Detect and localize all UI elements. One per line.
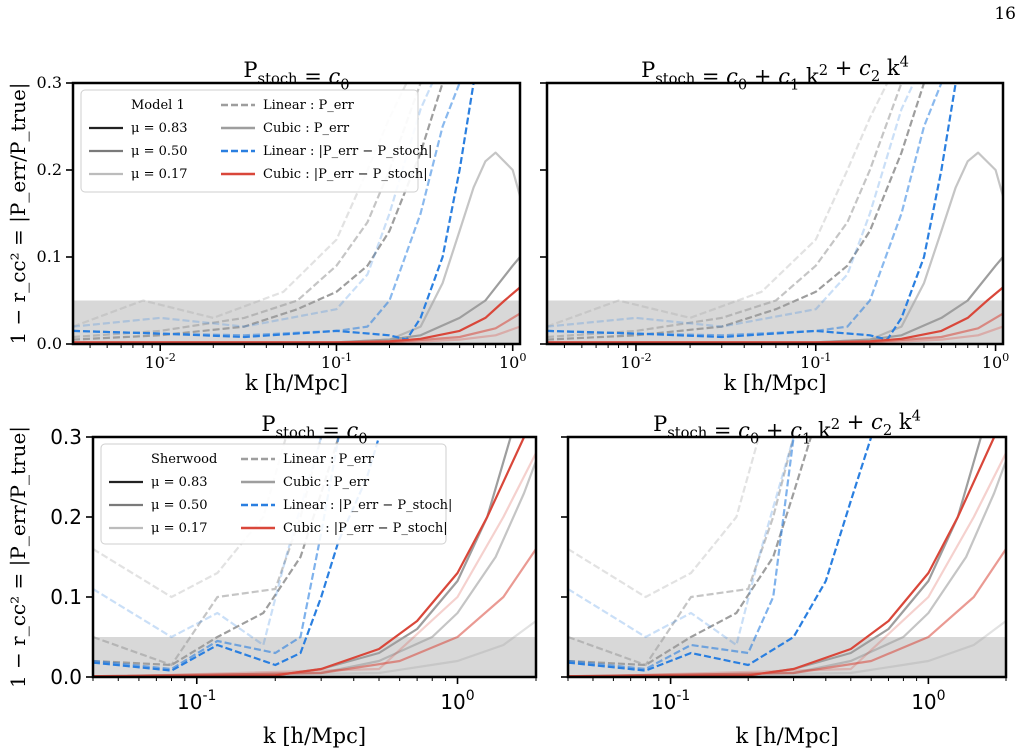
y-tick-label: 0.1 bbox=[37, 247, 62, 266]
y-tick-label: 0.2 bbox=[37, 160, 62, 179]
legend-mu-label: μ = 0.83 bbox=[131, 121, 188, 136]
series-line-3 bbox=[568, 437, 760, 599]
legend-style-label: Linear : |P_err − P_stoch| bbox=[263, 144, 432, 159]
series-line-8 bbox=[93, 437, 340, 671]
y-tick-label: 0.3 bbox=[37, 73, 62, 92]
y-tick-label: 0.0 bbox=[50, 665, 82, 689]
series-line-6 bbox=[73, 83, 475, 341]
legend-style-label: Linear : |P_err − P_stoch| bbox=[283, 498, 452, 513]
series-line-1 bbox=[547, 83, 926, 341]
chart-title: Pstoch = c0 + c1 k2 + c2 k4 bbox=[641, 54, 909, 94]
series-line-1 bbox=[73, 83, 444, 341]
y-tick-label: 0.3 bbox=[50, 425, 82, 449]
legend-mu-label: μ = 0.17 bbox=[131, 167, 188, 182]
series-line-10 bbox=[547, 312, 1003, 344]
legend-box bbox=[80, 89, 419, 193]
series-line-5 bbox=[547, 151, 1003, 344]
series-line-12 bbox=[93, 452, 536, 677]
legend-mu-label: μ = 0.83 bbox=[151, 475, 208, 490]
series-line-9 bbox=[568, 437, 795, 647]
x-tick-label: 100 bbox=[982, 351, 1009, 372]
series-line-8 bbox=[568, 437, 795, 671]
series-line-1 bbox=[568, 437, 812, 667]
chart-panel-1: 0.0 0.1 0.2 0.3 10-2 10-1 100 k [h/Mpc] Pstoch =… bbox=[6, 58, 526, 395]
chart-panel-4: 10-1 100 k [h/Mpc] Pstoch = c0 + c1 k2 + c2… bbox=[561, 408, 1008, 748]
plot-frame bbox=[91, 435, 538, 679]
legend-style-label: Cubic : |P_err − P_stoch| bbox=[263, 167, 428, 182]
series-line-10 bbox=[73, 312, 520, 344]
legend-style-label: Cubic : |P_err − P_stoch| bbox=[283, 521, 448, 536]
x-tick-label: 10-1 bbox=[321, 351, 352, 372]
series-line-5 bbox=[73, 151, 520, 344]
plot-frame bbox=[71, 81, 522, 346]
series-line-7 bbox=[73, 83, 461, 337]
y-tick-label: 0.1 bbox=[50, 585, 82, 609]
x-tick-label: 100 bbox=[911, 688, 945, 714]
series-line-3 bbox=[547, 83, 889, 328]
legend: Model 1 μ = 0.83 μ = 0.50 μ = 0.17 Linear : … bbox=[80, 89, 432, 193]
x-tick-label: 100 bbox=[440, 688, 474, 714]
series-line-1 bbox=[93, 437, 340, 667]
series-line-12 bbox=[568, 452, 1006, 677]
x-tick-label: 100 bbox=[499, 351, 526, 372]
legend-style-label: Cubic : P_err bbox=[263, 121, 350, 136]
legend-style-label: Linear : P_err bbox=[263, 98, 355, 113]
series-line-8 bbox=[73, 83, 434, 328]
series-line-7 bbox=[568, 437, 873, 672]
legend-title: Model 1 bbox=[131, 98, 185, 113]
x-tick-label: 10-2 bbox=[620, 351, 651, 372]
x-tick-label: 10-1 bbox=[651, 688, 690, 714]
y-tick-label: 0.2 bbox=[50, 505, 82, 529]
page-number: 16 bbox=[994, 4, 1016, 24]
x-axis-label: k [h/Mpc] bbox=[245, 371, 348, 395]
series-line-2 bbox=[568, 437, 795, 667]
legend-mu-label: μ = 0.50 bbox=[131, 144, 188, 159]
series-line-3 bbox=[73, 83, 408, 328]
legend-style-label: Cubic : P_err bbox=[283, 475, 370, 490]
x-axis-label: k [h/Mpc] bbox=[723, 371, 826, 395]
series-line-11 bbox=[568, 548, 1006, 677]
plot-frame bbox=[545, 81, 1005, 346]
series-line-11 bbox=[93, 548, 536, 677]
series-line-2 bbox=[547, 83, 903, 339]
y-axis-label: 1 − r_cc² = |P_err/P_true| bbox=[6, 82, 31, 344]
series-line-7 bbox=[547, 83, 943, 337]
y-tick-label: 0.0 bbox=[37, 334, 62, 353]
chart-title: Pstoch = c0 + c1 k2 + c2 k4 bbox=[653, 408, 921, 448]
x-tick-label: 10-1 bbox=[177, 688, 216, 714]
x-tick-label: 10-1 bbox=[800, 351, 831, 372]
legend-box bbox=[100, 443, 447, 545]
chart-panel-2: 10-2 10-1 100 k [h/Mpc] Pstoch = c0 + c1 k2 … bbox=[540, 54, 1009, 395]
legend-mu-label: μ = 0.17 bbox=[151, 521, 208, 536]
plot-frame bbox=[566, 435, 1008, 679]
x-tick-label: 10-2 bbox=[145, 351, 176, 372]
legend-mu-label: μ = 0.50 bbox=[151, 498, 208, 513]
y-axis-label: 1 − r_cc² = |P_err/P_true| bbox=[6, 426, 31, 688]
chart-title: Pstoch = c0 bbox=[261, 412, 367, 448]
series-line-8 bbox=[547, 83, 915, 328]
legend: Sherwood μ = 0.83 μ = 0.50 μ = 0.17 Linear :… bbox=[100, 443, 452, 545]
x-axis-label: k [h/Mpc] bbox=[263, 724, 366, 748]
x-axis-label: k [h/Mpc] bbox=[735, 724, 838, 748]
legend-title: Sherwood bbox=[151, 452, 217, 467]
legend-style-label: Linear : P_err bbox=[283, 452, 375, 467]
chart-title: Pstoch = c0 bbox=[243, 58, 349, 94]
chart-panel-3: 0.0 0.1 0.2 0.3 10-1 100 k [h/Mpc] Pstoch = c0 1… bbox=[6, 412, 538, 748]
